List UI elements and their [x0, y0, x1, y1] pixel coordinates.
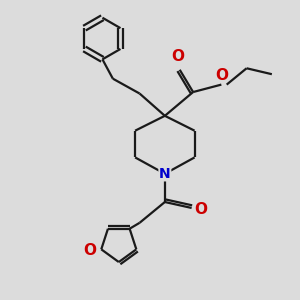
Text: O: O [215, 68, 228, 83]
Text: O: O [172, 50, 185, 64]
Text: N: N [159, 167, 171, 181]
Text: O: O [83, 243, 96, 258]
Text: O: O [195, 202, 208, 217]
